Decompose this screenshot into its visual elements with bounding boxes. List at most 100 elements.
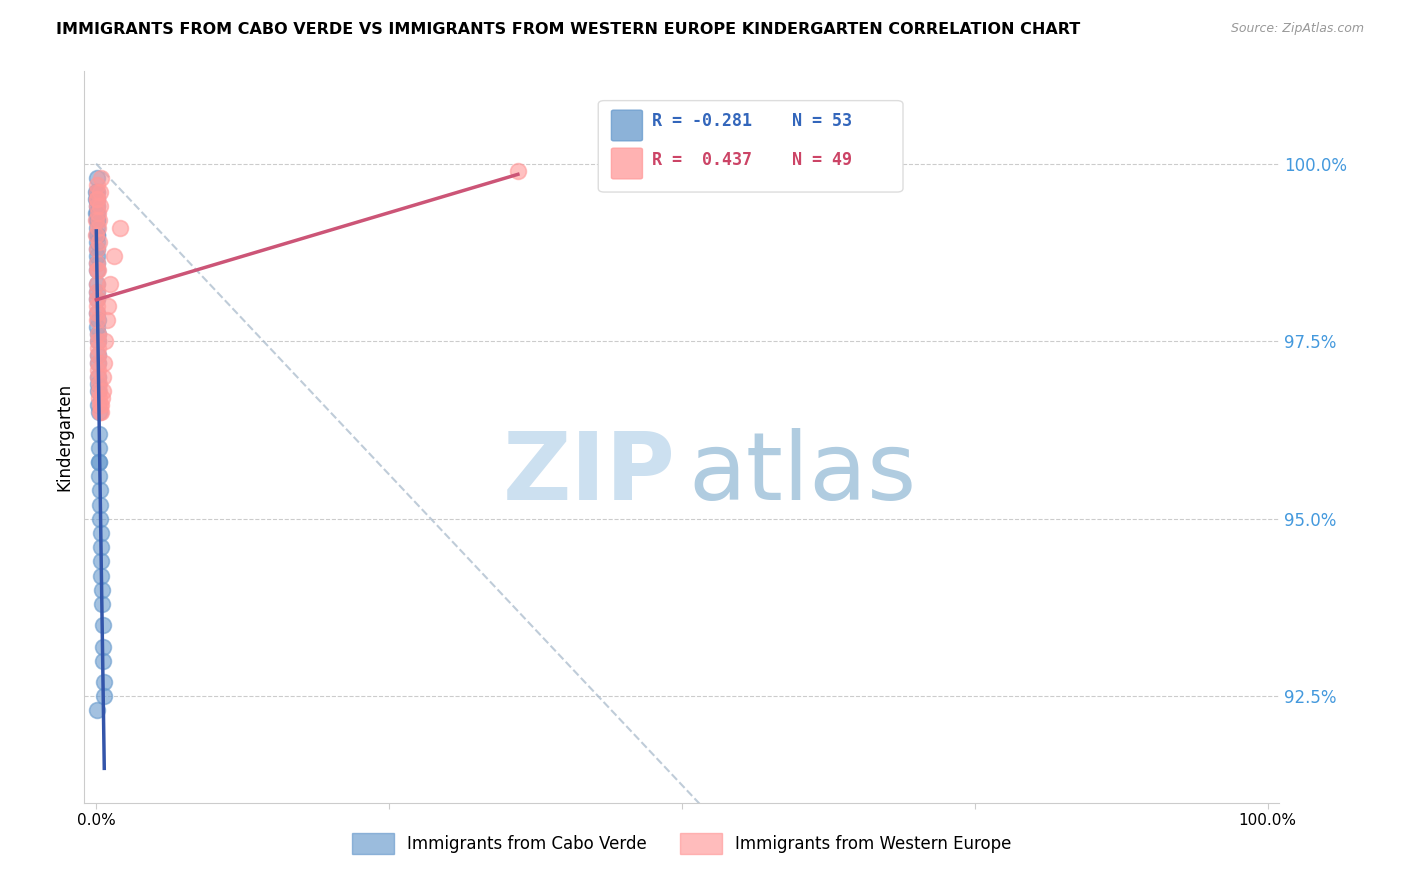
Point <box>90 568 112 582</box>
Point <box>87 398 110 412</box>
Point <box>89 405 111 419</box>
Point <box>87 327 110 342</box>
Point <box>87 341 110 355</box>
Point <box>86 227 108 242</box>
Text: ZIP: ZIP <box>503 427 676 520</box>
Point <box>89 469 111 483</box>
Point <box>90 398 112 412</box>
Point <box>103 249 125 263</box>
Point <box>86 277 108 292</box>
Text: R = -0.281    N = 53: R = -0.281 N = 53 <box>652 112 852 130</box>
Point <box>91 654 114 668</box>
Point <box>89 391 111 405</box>
Point <box>86 263 108 277</box>
Point <box>86 206 108 220</box>
FancyBboxPatch shape <box>599 101 903 192</box>
Point <box>86 192 108 206</box>
Point <box>89 455 111 469</box>
Point <box>91 369 114 384</box>
Point <box>86 313 108 327</box>
Point <box>86 306 108 320</box>
Point <box>87 384 110 398</box>
Point <box>86 242 108 256</box>
FancyBboxPatch shape <box>612 110 643 141</box>
Point <box>98 277 121 292</box>
Point <box>86 277 108 292</box>
Point <box>87 206 110 220</box>
Point <box>91 640 114 654</box>
Point <box>86 213 108 227</box>
Point <box>89 398 111 412</box>
Point <box>86 178 108 192</box>
Point <box>86 235 108 249</box>
Point <box>87 235 110 249</box>
Point <box>87 369 110 384</box>
Point <box>86 249 108 263</box>
Point <box>89 483 111 498</box>
Point <box>87 213 110 227</box>
Point <box>86 263 108 277</box>
Point <box>86 192 108 206</box>
Point <box>86 256 108 270</box>
Point <box>86 256 108 270</box>
Legend: Immigrants from Cabo Verde, Immigrants from Western Europe: Immigrants from Cabo Verde, Immigrants f… <box>346 827 1018 860</box>
Point <box>86 199 108 213</box>
Point <box>87 220 110 235</box>
Point <box>87 441 110 455</box>
Point <box>86 299 108 313</box>
Point <box>89 512 111 526</box>
Point <box>93 690 115 704</box>
Point <box>90 597 114 611</box>
Point <box>97 299 120 313</box>
Text: atlas: atlas <box>688 427 917 520</box>
Point <box>86 206 108 220</box>
Point <box>91 618 114 632</box>
Text: R =  0.437    N = 49: R = 0.437 N = 49 <box>652 151 852 169</box>
Point <box>87 334 110 349</box>
Point <box>86 213 108 227</box>
Text: IMMIGRANTS FROM CABO VERDE VS IMMIGRANTS FROM WESTERN EUROPE KINDERGARTEN CORREL: IMMIGRANTS FROM CABO VERDE VS IMMIGRANTS… <box>56 22 1080 37</box>
Point <box>87 455 110 469</box>
Point <box>90 525 111 540</box>
FancyBboxPatch shape <box>612 148 643 179</box>
Point <box>93 675 115 690</box>
Point <box>94 334 117 349</box>
Point <box>90 391 114 405</box>
Point <box>87 355 110 369</box>
Point <box>87 355 110 369</box>
Point <box>87 384 110 398</box>
Point <box>86 192 108 206</box>
Point <box>90 405 112 419</box>
Point <box>87 376 110 391</box>
Point <box>86 199 108 213</box>
Text: Source: ZipAtlas.com: Source: ZipAtlas.com <box>1230 22 1364 36</box>
Point <box>108 220 131 235</box>
Point <box>96 313 118 327</box>
Point <box>87 426 110 441</box>
Point <box>86 285 108 299</box>
Point <box>87 405 110 419</box>
Point <box>86 227 108 242</box>
Point <box>86 213 108 227</box>
Point <box>506 163 529 178</box>
Point <box>87 334 110 349</box>
Point <box>86 185 108 199</box>
Point <box>89 199 111 213</box>
Point <box>87 348 110 362</box>
Point <box>86 313 108 327</box>
Point <box>86 306 108 320</box>
Point <box>86 327 108 342</box>
Point <box>86 170 108 185</box>
Point <box>87 376 110 391</box>
Point <box>87 369 110 384</box>
Point <box>86 292 108 306</box>
Point <box>87 348 110 362</box>
Point <box>86 185 108 199</box>
Point <box>86 292 108 306</box>
Point <box>87 263 110 277</box>
Point <box>86 220 108 235</box>
Point <box>86 285 108 299</box>
Y-axis label: Kindergarten: Kindergarten <box>55 383 73 491</box>
Point <box>93 355 115 369</box>
Point <box>89 498 111 512</box>
